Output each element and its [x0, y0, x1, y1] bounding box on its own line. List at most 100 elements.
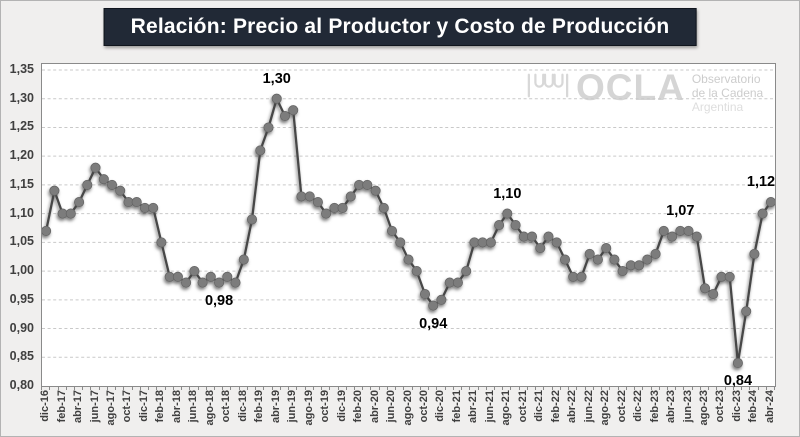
x-axis-tick	[568, 386, 570, 390]
x-axis-tick-label: oct-22	[615, 390, 628, 423]
x-axis-tick-label: jun-23	[681, 390, 694, 423]
x-axis-tick	[518, 386, 520, 390]
x-axis-tick	[625, 386, 627, 390]
data-callout-label: 0,98	[204, 292, 234, 309]
x-axis-tick-label: feb-24	[747, 390, 760, 423]
x-axis-tick	[214, 386, 215, 390]
x-axis-tick-label: ago-18	[203, 390, 216, 426]
x-axis-tick	[156, 386, 158, 390]
x-axis-tick-label: jun-19	[286, 390, 299, 423]
x-axis-tick	[732, 386, 734, 390]
y-axis-tick-label: 1,15	[9, 176, 34, 191]
x-axis-tick	[650, 386, 652, 390]
x-axis-tick-label: jun-22	[582, 390, 595, 423]
x-axis-tick	[477, 386, 479, 390]
x-axis-tick-label: oct-20	[417, 390, 430, 423]
x-axis-tick	[296, 386, 298, 390]
plot-area: OCLA Observatorio de la Cadena Argentina 1…	[41, 63, 776, 389]
x-axis-tick-label: oct-21	[516, 390, 529, 423]
x-axis-tick	[115, 386, 117, 390]
y-axis-tick-label: 1,30	[9, 90, 34, 105]
x-axis-tick	[123, 386, 125, 390]
data-callout-label: 1,12	[746, 174, 776, 191]
y-axis-tick-label: 0,90	[9, 320, 34, 335]
x-axis-tick	[65, 386, 67, 390]
x-axis-tick	[49, 386, 51, 390]
y-axis-tick-label: 1,20	[9, 148, 34, 163]
x-axis-tick	[592, 386, 594, 390]
x-axis-tick	[181, 386, 182, 390]
x-axis-tick	[362, 386, 364, 390]
x-axis-tick-label: abr-22	[566, 390, 579, 424]
chart-title: Relación: Precio al Productor y Costo de…	[103, 8, 697, 46]
x-axis-tick	[543, 386, 545, 390]
x-axis-tick	[436, 386, 438, 390]
x-axis-tick-label: dic-22	[632, 390, 645, 422]
x-axis-tick-label: dic-23	[730, 390, 743, 422]
x-axis-tick	[724, 386, 726, 390]
x-axis-tick	[666, 386, 668, 390]
x-axis-tick	[716, 386, 718, 390]
x-axis-tick-label: abr-17	[72, 390, 85, 424]
x-axis-tick-label: oct-17	[121, 390, 134, 423]
x-axis-tick	[749, 386, 751, 390]
x-axis-tick-label: abr-23	[665, 390, 678, 424]
x-axis-tick	[658, 386, 660, 390]
x-axis-tick-label: feb-21	[450, 390, 463, 423]
x-axis-tick	[576, 386, 578, 390]
x-axis-tick	[395, 386, 397, 390]
x-axis-tick	[757, 386, 759, 390]
y-axis-tick-label: 0,95	[9, 291, 34, 306]
x-axis-tick-label: feb-18	[154, 390, 167, 423]
x-axis-tick	[634, 386, 635, 390]
x-axis-tick	[617, 386, 619, 390]
x-axis-tick	[82, 386, 84, 390]
x-axis-tick-label: dic-20	[434, 390, 447, 422]
x-axis-tick	[691, 386, 693, 390]
x-axis-tick	[535, 386, 537, 390]
x-axis-tick-label: dic-17	[137, 390, 150, 422]
x-axis-tick	[609, 386, 611, 390]
x-axis-tick	[148, 386, 150, 390]
y-axis-tick-label: 0,85	[9, 349, 34, 364]
x-axis-tick	[329, 386, 331, 390]
x-axis-tick	[131, 386, 133, 390]
x-axis-tick	[345, 386, 347, 390]
data-callout-label: 1,30	[262, 70, 291, 87]
y-axis-tick-label: 1,00	[9, 263, 34, 278]
x-axis-tick-label: abr-21	[467, 390, 480, 424]
x-axis-tick	[41, 386, 42, 390]
x-axis-tick-label: feb-20	[352, 390, 365, 423]
data-callout-label: 1,10	[493, 185, 522, 202]
x-axis-tick	[699, 386, 701, 390]
x-axis-tick-label: ago-19	[302, 390, 315, 426]
x-axis-tick	[222, 386, 224, 390]
x-axis-tick	[255, 386, 257, 390]
x-axis-tick-label: abr-20	[368, 390, 381, 424]
x-axis-tick-label: ago-22	[599, 390, 612, 426]
x-axis-tick-label: ago-23	[697, 390, 710, 426]
x-axis-tick-label: jun-17	[88, 390, 101, 423]
y-axis-tick-label: 1,10	[9, 205, 34, 220]
x-axis-tick	[246, 386, 248, 390]
x-axis-tick	[378, 386, 380, 390]
data-callout-label: 1,07	[666, 202, 695, 219]
y-axis-tick-label: 1,05	[9, 234, 34, 249]
y-axis-labels: 1,35 1,30 1,25 1,20 1,15 1,10 1,05 1,00 0,95 0,90…	[1, 62, 37, 392]
x-axis-tick-label: abr-19	[269, 390, 282, 424]
data-callout-label: 0,94	[419, 315, 448, 332]
x-axis-tick	[403, 386, 405, 390]
x-axis-tick	[502, 386, 504, 390]
x-axis-tick-label: dic-16	[39, 390, 52, 422]
x-axis-tick-label: jun-20	[385, 390, 398, 423]
x-axis-tick	[263, 386, 265, 390]
x-axis-tick	[411, 386, 413, 390]
x-axis-tick-label: oct-18	[220, 390, 233, 423]
x-axis-tick	[189, 386, 191, 390]
x-axis-tick	[197, 386, 199, 390]
x-axis-tick	[444, 386, 446, 390]
x-axis-tick	[230, 386, 232, 390]
x-axis-tick	[494, 386, 495, 390]
y-axis-tick-label: 1,35	[9, 62, 34, 76]
